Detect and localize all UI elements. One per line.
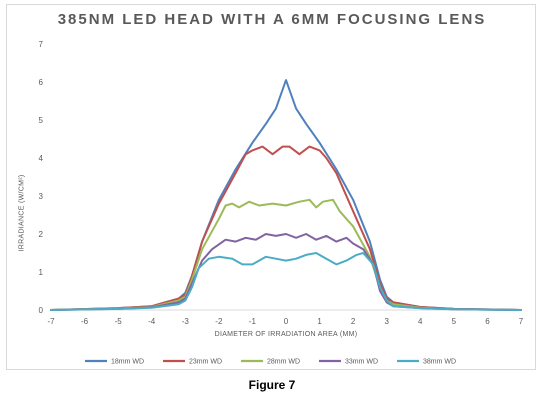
- x-tick-label: 2: [351, 317, 356, 326]
- x-tick-label: -6: [81, 317, 89, 326]
- y-tick-label: 1: [39, 268, 44, 277]
- x-tick-label: -4: [148, 317, 156, 326]
- line-chart: 0 1 2 3 4 5 6 7 -7 -6 -5 -4 -3 -2 -1 0 1 2 3 4 5 6 7 18mm WD 23m…: [39, 40, 524, 366]
- x-tick-label: -7: [47, 317, 55, 326]
- x-tick-label: 0: [284, 317, 289, 326]
- y-tick-label: 5: [39, 116, 44, 125]
- legend-label: 23mm WD: [189, 359, 222, 366]
- y-tick-label: 2: [39, 230, 44, 239]
- x-tick-label: -2: [215, 317, 223, 326]
- x-tick-label: -3: [182, 317, 190, 326]
- x-tick-label: 5: [452, 317, 457, 326]
- x-tick-label: -1: [249, 317, 257, 326]
- y-tick-label: 4: [39, 154, 44, 163]
- series-line: [50, 233, 522, 311]
- figure-caption: Figure 7: [248, 378, 296, 392]
- x-tick-label: 4: [418, 317, 423, 326]
- series-line: [50, 79, 522, 311]
- legend-label: 38mm WD: [423, 359, 456, 366]
- x-tick-label: 1: [317, 317, 322, 326]
- series-line: [50, 145, 522, 311]
- x-axis-label: DIAMETER OF IRRADIATION AREA (MM): [214, 331, 358, 338]
- y-tick-label: 3: [39, 192, 44, 201]
- x-tick-label: -5: [115, 317, 123, 326]
- y-tick-label: 7: [39, 40, 44, 49]
- legend-label: 33mm WD: [345, 359, 378, 366]
- x-tick-label: 7: [519, 317, 524, 326]
- series-line: [50, 252, 522, 311]
- x-tick-label: 6: [485, 317, 490, 326]
- y-tick-label: 0: [39, 306, 44, 315]
- legend-label: 18mm WD: [111, 359, 144, 366]
- chart-title: 385NM LED HEAD WITH A 6MM FOCUSING LENS: [57, 11, 487, 28]
- series-line: [50, 198, 522, 311]
- legend-label: 28mm WD: [267, 359, 300, 366]
- y-tick-label: 6: [39, 78, 44, 87]
- x-tick-label: 3: [384, 317, 389, 326]
